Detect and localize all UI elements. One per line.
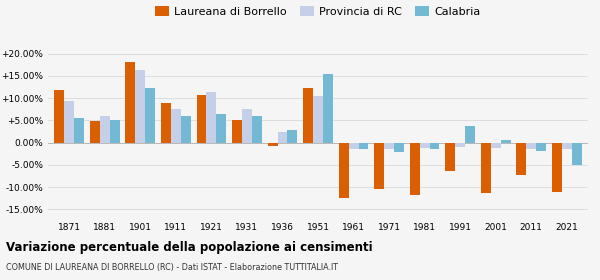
Bar (100, 116, 110, 143)
Bar (572, 143, 581, 165)
Bar (552, 143, 562, 192)
Bar (252, 116, 262, 143)
Bar (313, 95, 323, 143)
Bar (516, 143, 526, 175)
Bar (287, 130, 298, 143)
Bar (74, 118, 84, 143)
Bar (268, 143, 277, 146)
Bar (536, 143, 546, 151)
Bar (64, 101, 74, 143)
Bar (445, 143, 455, 171)
Bar (455, 143, 465, 147)
Bar (491, 143, 500, 148)
Bar (161, 103, 171, 143)
Bar (217, 114, 226, 143)
Bar (136, 70, 145, 143)
Bar (419, 143, 430, 148)
Bar (303, 88, 313, 143)
Bar (500, 140, 511, 143)
Bar (232, 120, 242, 143)
Bar (338, 143, 349, 198)
Bar (410, 143, 419, 195)
Bar (90, 121, 100, 143)
Bar (394, 143, 404, 152)
Bar (277, 132, 287, 143)
Bar (323, 74, 333, 143)
Bar (359, 143, 368, 150)
Bar (562, 143, 572, 150)
Bar (145, 88, 155, 143)
Bar (481, 143, 491, 193)
Bar (465, 126, 475, 143)
Bar (181, 116, 191, 143)
Bar (197, 95, 206, 143)
Bar (171, 109, 181, 143)
Bar (384, 143, 394, 148)
Bar (349, 143, 359, 150)
Bar (55, 90, 64, 143)
Bar (206, 92, 217, 143)
Bar (110, 120, 120, 143)
Text: Variazione percentuale della popolazione ai censimenti: Variazione percentuale della popolazione… (6, 241, 373, 254)
Bar (374, 143, 384, 190)
Bar (526, 143, 536, 148)
Text: COMUNE DI LAUREANA DI BORRELLO (RC) - Dati ISTAT - Elaborazione TUTTITALIA.IT: COMUNE DI LAUREANA DI BORRELLO (RC) - Da… (6, 263, 338, 272)
Bar (242, 109, 252, 143)
Bar (430, 143, 439, 150)
Bar (125, 62, 136, 143)
Legend: Laureana di Borrello, Provincia di RC, Calabria: Laureana di Borrello, Provincia di RC, C… (151, 2, 485, 21)
